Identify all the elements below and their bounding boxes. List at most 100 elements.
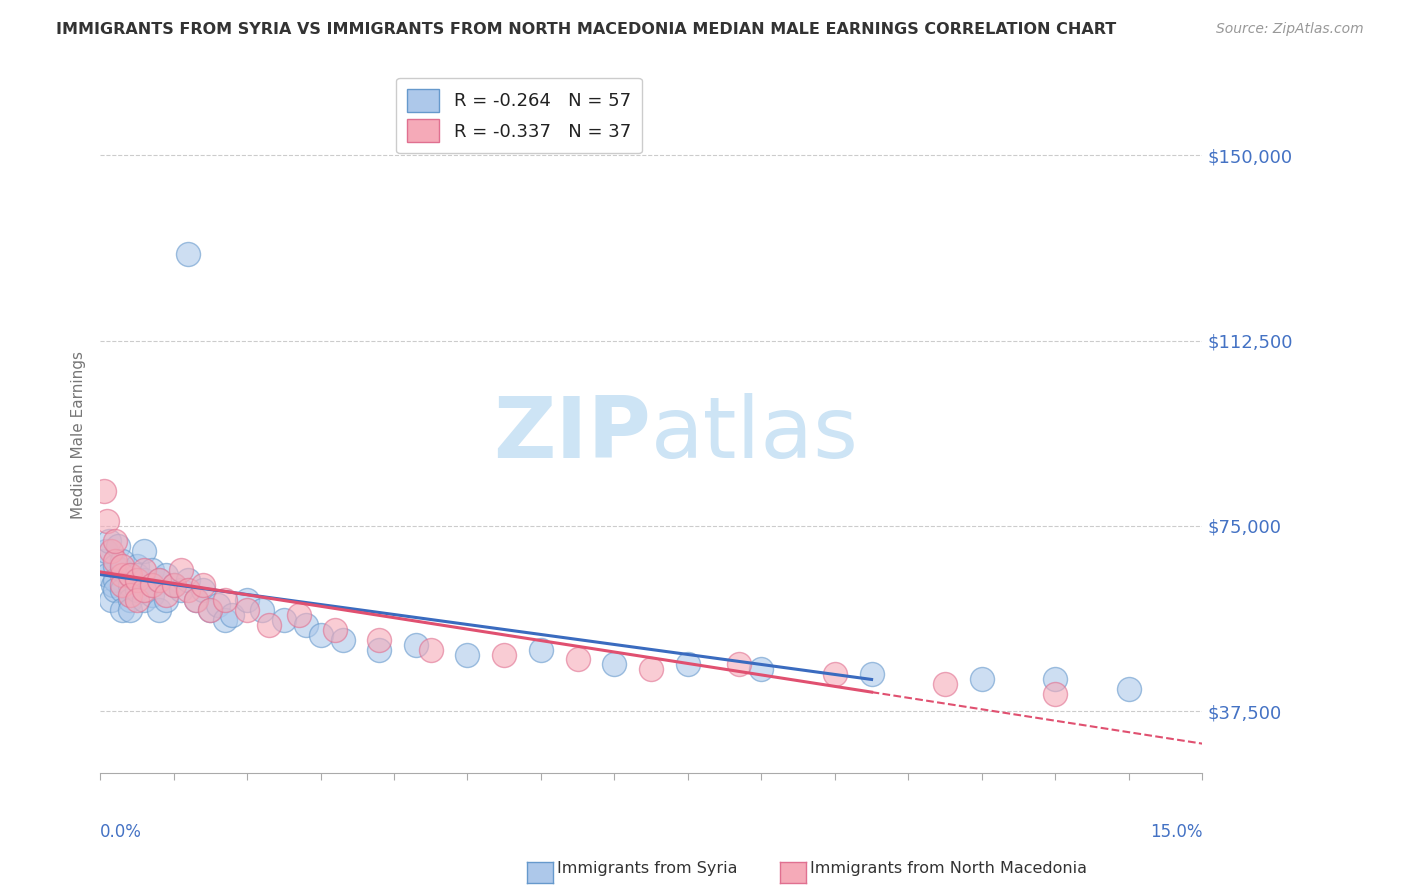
- Point: [200, 603, 222, 617]
- Point: [97, 533, 120, 548]
- Point: [118, 568, 141, 582]
- Point: [134, 564, 156, 578]
- Text: Immigrants from Syria: Immigrants from Syria: [557, 861, 737, 876]
- Point: [141, 564, 163, 578]
- Point: [332, 632, 354, 647]
- Point: [111, 578, 134, 592]
- Text: atlas: atlas: [651, 393, 859, 476]
- Point: [676, 657, 699, 672]
- Point: [860, 667, 883, 681]
- Point: [125, 558, 148, 573]
- Point: [155, 593, 177, 607]
- Point: [824, 667, 846, 681]
- Point: [162, 578, 184, 592]
- Point: [111, 553, 134, 567]
- Point: [111, 603, 134, 617]
- Point: [104, 574, 127, 588]
- Point: [134, 593, 156, 607]
- Point: [191, 578, 214, 592]
- Point: [141, 588, 163, 602]
- Point: [134, 583, 156, 598]
- Point: [1045, 672, 1067, 686]
- Point: [184, 593, 207, 607]
- Point: [94, 543, 117, 558]
- Point: [200, 603, 222, 617]
- Point: [177, 574, 200, 588]
- Point: [148, 574, 170, 588]
- Point: [456, 648, 478, 662]
- Point: [155, 568, 177, 582]
- Point: [236, 593, 259, 607]
- Point: [1045, 687, 1067, 701]
- Point: [1118, 682, 1140, 697]
- Point: [221, 607, 243, 622]
- Point: [111, 558, 134, 573]
- Point: [162, 578, 184, 592]
- Point: [96, 514, 118, 528]
- Point: [323, 623, 346, 637]
- Point: [236, 603, 259, 617]
- Point: [96, 568, 118, 582]
- Point: [134, 574, 156, 588]
- Point: [207, 598, 229, 612]
- Point: [93, 484, 115, 499]
- Point: [148, 603, 170, 617]
- Text: 0.0%: 0.0%: [100, 822, 142, 840]
- Text: IMMIGRANTS FROM SYRIA VS IMMIGRANTS FROM NORTH MACEDONIA MEDIAN MALE EARNINGS CO: IMMIGRANTS FROM SYRIA VS IMMIGRANTS FROM…: [56, 22, 1116, 37]
- Point: [309, 628, 332, 642]
- Point: [141, 578, 163, 592]
- Point: [104, 558, 127, 573]
- Point: [273, 613, 295, 627]
- Point: [530, 642, 553, 657]
- Point: [603, 657, 626, 672]
- Point: [125, 593, 148, 607]
- Point: [118, 568, 141, 582]
- Point: [177, 247, 200, 261]
- Point: [405, 638, 427, 652]
- Point: [214, 593, 236, 607]
- Point: [118, 588, 141, 602]
- Point: [118, 603, 141, 617]
- Point: [170, 564, 193, 578]
- Point: [640, 662, 662, 676]
- Point: [111, 583, 134, 598]
- Legend: R = -0.264   N = 57, R = -0.337   N = 37: R = -0.264 N = 57, R = -0.337 N = 37: [396, 78, 643, 153]
- Point: [155, 588, 177, 602]
- Point: [125, 568, 148, 582]
- Point: [93, 553, 115, 567]
- Point: [104, 553, 127, 567]
- Point: [494, 648, 516, 662]
- Point: [111, 564, 134, 578]
- Point: [118, 593, 141, 607]
- Point: [934, 677, 956, 691]
- Point: [368, 642, 391, 657]
- Point: [107, 539, 129, 553]
- Point: [567, 652, 589, 666]
- Point: [100, 593, 122, 607]
- Point: [111, 568, 134, 582]
- Point: [104, 583, 127, 598]
- Point: [970, 672, 993, 686]
- Point: [287, 607, 309, 622]
- Point: [125, 574, 148, 588]
- Point: [141, 578, 163, 592]
- Text: 15.0%: 15.0%: [1150, 822, 1202, 840]
- Point: [751, 662, 773, 676]
- Point: [250, 603, 273, 617]
- Y-axis label: Median Male Earnings: Median Male Earnings: [72, 351, 86, 518]
- Point: [257, 618, 280, 632]
- Point: [100, 543, 122, 558]
- Point: [125, 583, 148, 598]
- Point: [214, 613, 236, 627]
- Point: [728, 657, 751, 672]
- Point: [184, 593, 207, 607]
- Point: [419, 642, 441, 657]
- Text: ZIP: ZIP: [494, 393, 651, 476]
- Point: [104, 533, 127, 548]
- Point: [191, 583, 214, 598]
- Text: Immigrants from North Macedonia: Immigrants from North Macedonia: [810, 861, 1087, 876]
- Text: Source: ZipAtlas.com: Source: ZipAtlas.com: [1216, 22, 1364, 37]
- Point: [295, 618, 318, 632]
- Point: [118, 578, 141, 592]
- Point: [177, 583, 200, 598]
